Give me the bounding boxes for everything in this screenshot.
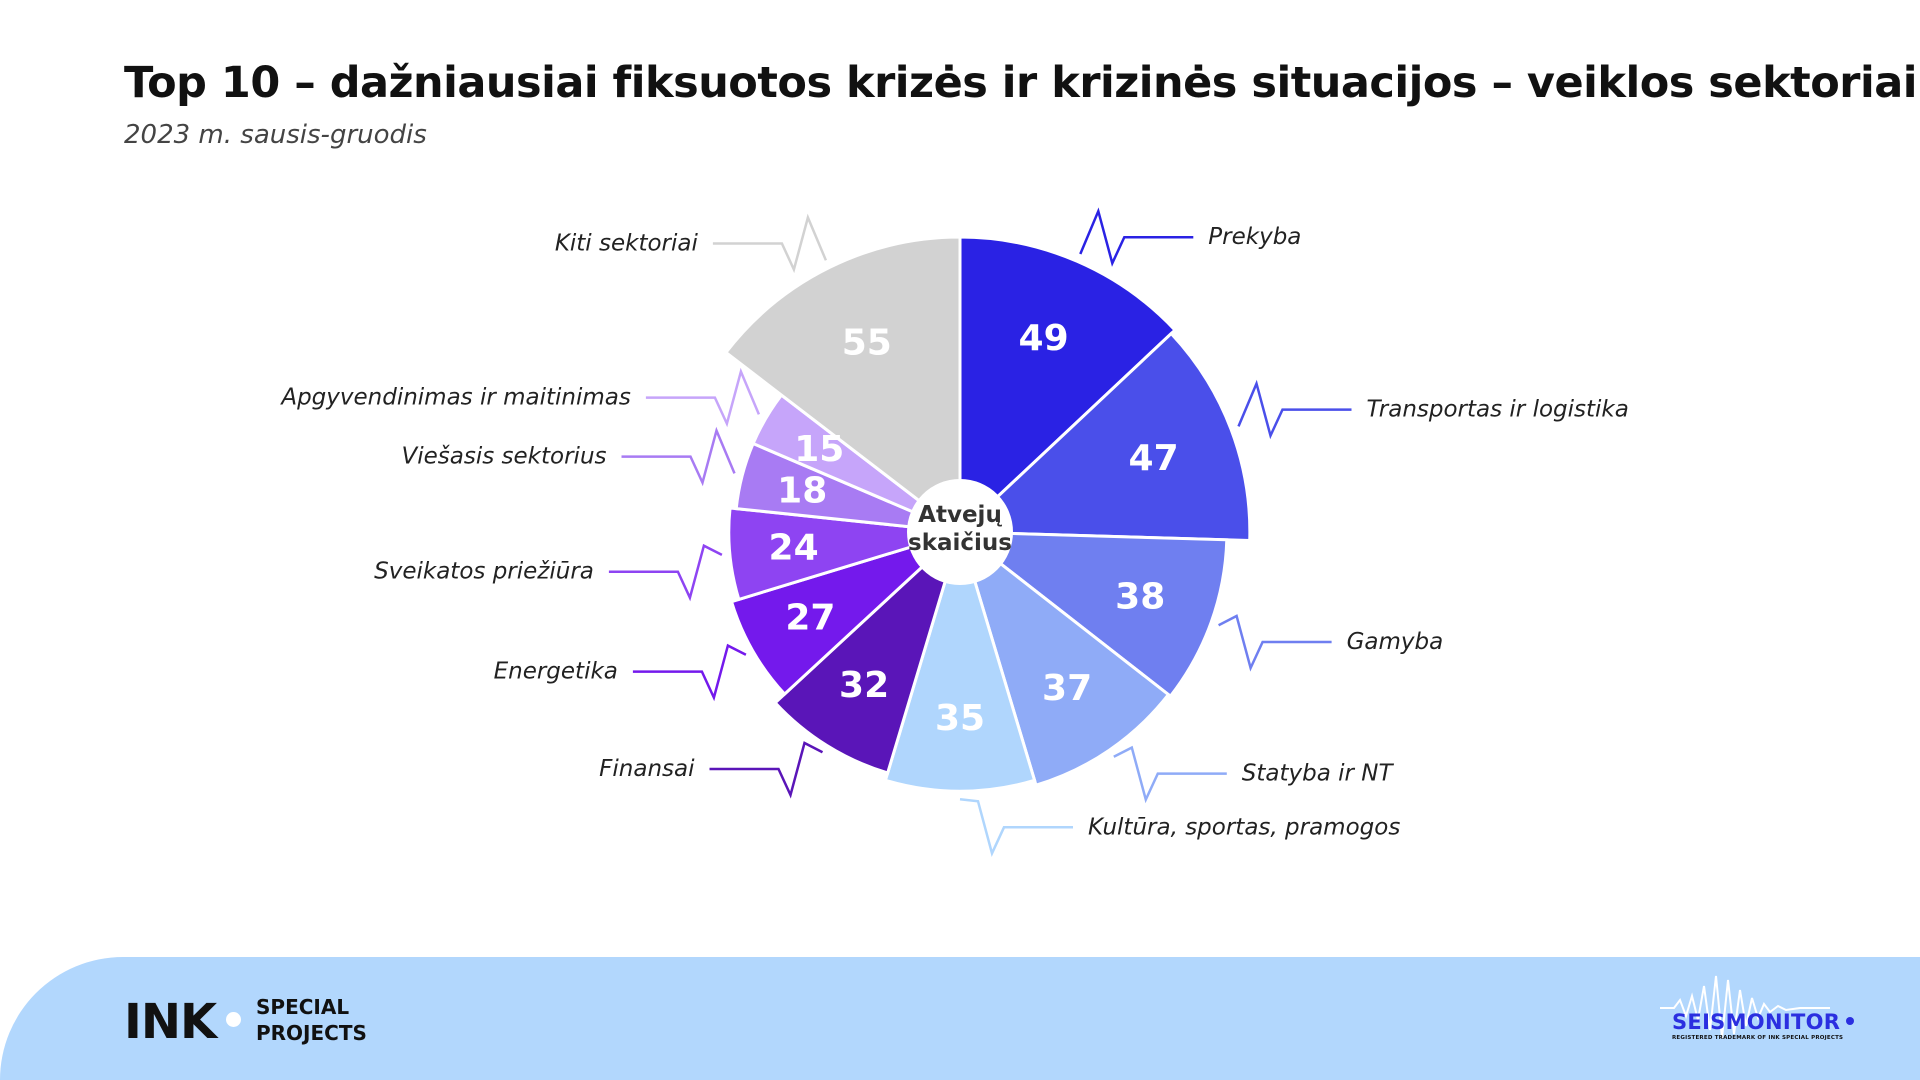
- value-label-viesasis-sektorius: 18: [777, 471, 827, 512]
- slice-finansai: [773, 527, 964, 775]
- category-label-energetika: Energetika: [494, 659, 618, 685]
- leader-line-sveikatos-prieziura: [608, 543, 723, 602]
- value-label-sveikatos-prieziura: 24: [769, 528, 819, 569]
- leader-line-prekyba: [1079, 207, 1194, 267]
- leader-line-viesasis-sektorius: [621, 426, 736, 487]
- category-label-transportas-ir-logistika: Transportas ir logistika: [1367, 397, 1629, 423]
- slice-prekyba: [958, 235, 1178, 536]
- category-label-kultura-sportas-pramogos: Kultūra, sportas, pramogos: [1088, 814, 1400, 840]
- value-label-finansai: 32: [839, 665, 889, 706]
- special-projects-logo: SPECIAL PROJECTS: [256, 994, 367, 1046]
- category-label-gamyba: Gamyba: [1347, 629, 1444, 655]
- footer-band: [0, 957, 1920, 1080]
- value-label-statyba-ir-nt: 37: [1042, 668, 1092, 709]
- leader-line-kiti-sektoriai: [712, 213, 828, 274]
- slice-kiti-sektoriai: [723, 235, 962, 536]
- special-line1: SPECIAL: [256, 995, 350, 1019]
- leader-line-energetika: [632, 643, 747, 702]
- leader-line-transportas-ir-logistika: [1237, 379, 1352, 440]
- value-label-gamyba: 38: [1115, 576, 1165, 617]
- value-label-kultura-sportas-pramogos: 35: [935, 698, 985, 739]
- center-label-line1: Atvejų: [918, 502, 1002, 528]
- category-label-apgyvendinimas-ir-maitinimas: Apgyvendinimas ir maitinimas: [279, 385, 631, 411]
- category-label-prekyba: Prekyba: [1208, 224, 1301, 250]
- value-label-transportas-ir-logistika: 47: [1129, 438, 1179, 479]
- slice-kultura-sportas-pramogos: [883, 526, 1037, 793]
- leader-line-kultura-sportas-pramogos: [959, 798, 1073, 857]
- category-label-viesasis-sektorius: Viešasis sektorius: [402, 444, 607, 470]
- value-label-prekyba: 49: [1019, 318, 1069, 359]
- slice-transportas-ir-logistika: [956, 331, 1252, 542]
- leader-line-statyba-ir-nt: [1113, 745, 1227, 804]
- slice-gamyba: [955, 530, 1229, 699]
- category-label-finansai: Finansai: [599, 756, 695, 782]
- chart-title: Top 10 – dažniausiai fiksuotos krizės ir…: [124, 58, 1917, 108]
- category-label-sveikatos-prieziura: Sveikatos priežiūra: [374, 559, 594, 585]
- leader-line-gamyba: [1218, 614, 1332, 672]
- seismograph-wave-icon: [1660, 975, 1830, 1039]
- value-label-energetika: 27: [785, 597, 835, 638]
- category-labels: Prekyba Transportas ir logistika Gamyba Sta…: [279, 224, 1628, 840]
- pie-slices: [723, 235, 1252, 793]
- value-label-apgyvendinimas-ir-maitinimas: 15: [794, 429, 844, 470]
- seismonitor-dot-icon: [1846, 1017, 1854, 1025]
- special-line2: PROJECTS: [256, 1021, 367, 1045]
- chart-subtitle: 2023 m. sausis-gruodis: [124, 120, 427, 150]
- ink-dot-icon: [226, 1012, 241, 1027]
- seismonitor-logo: SEISMONITOR: [1672, 1010, 1841, 1034]
- leader-line-finansai: [709, 741, 824, 799]
- leader-lines: [608, 207, 1352, 857]
- value-label-kiti-sektoriai: 55: [842, 323, 892, 364]
- slice-statyba-ir-nt: [957, 527, 1171, 788]
- leader-line-apgyvendinimas-ir-maitinimas: [645, 367, 761, 428]
- seismonitor-tagline: REGISTERED TRADEMARK OF INK SPECIAL PROJ…: [1672, 1035, 1844, 1041]
- center-label-line2: skaičius: [908, 530, 1012, 556]
- category-label-kiti-sektoriai: Kiti sektoriai: [555, 231, 699, 257]
- donut-hole: [907, 479, 1013, 585]
- slice-sveikatos-prieziura: [727, 506, 961, 602]
- ink-logo: INK: [124, 994, 217, 1050]
- slice-energetika: [729, 530, 962, 697]
- category-label-statyba-ir-nt: Statyba ir NT: [1242, 761, 1395, 787]
